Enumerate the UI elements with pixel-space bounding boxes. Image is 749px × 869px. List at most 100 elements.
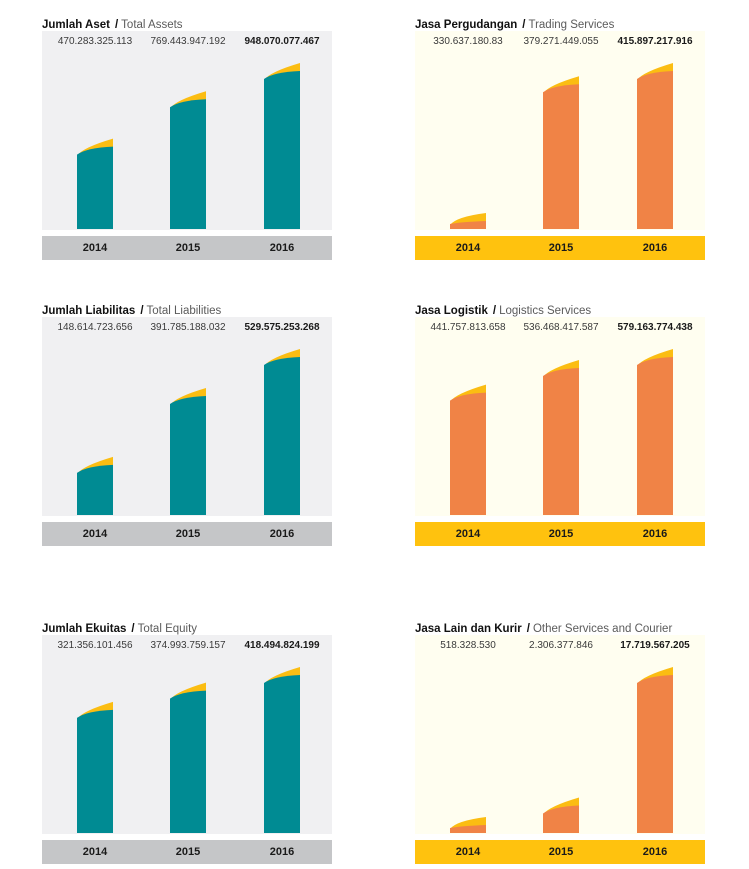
baseline-divider xyxy=(42,834,332,840)
bar-body xyxy=(637,71,673,229)
bar xyxy=(264,349,300,515)
value-label: 321.356.101.456 xyxy=(57,640,133,651)
bar-cap xyxy=(637,667,673,686)
chart-title-row: Jasa Lain dan Kurir / Other Services and C… xyxy=(415,619,705,639)
bar xyxy=(543,797,579,833)
value-label: 17.719.567.205 xyxy=(620,640,690,651)
bar-body xyxy=(264,357,300,515)
year-tick-label: 2016 xyxy=(269,528,295,540)
bar-cap xyxy=(264,349,300,368)
bar-body xyxy=(543,805,579,833)
chart-title: Jumlah Aset xyxy=(42,19,110,31)
value-label: 769.443.947.192 xyxy=(150,36,226,47)
bar-body xyxy=(264,71,300,229)
bar-cap xyxy=(543,76,579,96)
chart-area: 518.328.530 2.306.377.846 17.719.567.205 20… xyxy=(415,635,705,864)
chart-panel-other-services-courier: Jasa Lain dan Kurir / Other Services and C… xyxy=(415,619,705,864)
year-axis-band: 2014 2015 2016 xyxy=(42,236,332,260)
bar xyxy=(543,76,579,229)
value-labels: 330.637.180.83 379.271.449.055 415.897.217… xyxy=(415,36,705,50)
bars-plot xyxy=(415,349,705,522)
chart-subtitle: Total Assets xyxy=(121,19,183,31)
bar xyxy=(77,456,113,515)
value-label: 948.070.077.467 xyxy=(244,36,320,47)
value-label: 330.637.180.83 xyxy=(433,36,503,47)
bar xyxy=(543,360,579,515)
value-label: 2.306.377.846 xyxy=(529,640,593,651)
value-label: 579.163.774.438 xyxy=(617,322,693,333)
value-label: 441.757.813.658 xyxy=(430,322,506,333)
chart-title-row: Jasa Logistik / Logistics Services xyxy=(415,301,705,321)
value-label: 391.785.188.032 xyxy=(150,322,226,333)
chart-area: 321.356.101.456 374.993.759.157 418.494.82… xyxy=(42,635,332,864)
value-label: 379.271.449.055 xyxy=(523,36,599,47)
year-axis-band: 2014 2015 2016 xyxy=(415,840,705,864)
year-tick-label: 2016 xyxy=(642,846,668,858)
chart-subtitle: Trading Services xyxy=(528,19,615,31)
bar-body xyxy=(450,825,486,833)
bar-cap xyxy=(77,456,113,476)
bar xyxy=(264,63,300,229)
year-tick-label: 2015 xyxy=(175,242,201,254)
year-tick-label: 2014 xyxy=(455,528,481,540)
baseline-divider xyxy=(415,516,705,522)
bar-cap xyxy=(170,388,206,408)
bar-body xyxy=(450,392,486,515)
chart-area: 441.757.813.658 536.468.417.587 579.163.77… xyxy=(415,317,705,546)
value-label: 374.993.759.157 xyxy=(150,640,226,651)
value-label: 529.575.253.268 xyxy=(244,322,320,333)
chart-title: Jasa Pergudangan xyxy=(415,19,518,31)
year-tick-label: 2014 xyxy=(455,846,481,858)
title-separator: / xyxy=(140,305,144,317)
chart-subtitle: Total Liabilities xyxy=(146,305,222,317)
chart-panel-total-assets: Jumlah Aset / Total Assets 470.283.325.113… xyxy=(42,15,332,260)
bar-cap xyxy=(637,349,673,368)
value-label: 470.283.325.113 xyxy=(57,36,133,47)
bar-body xyxy=(637,675,673,833)
year-tick-label: 2015 xyxy=(548,528,574,540)
chart-area: 470.283.325.113 769.443.947.192 948.070.07… xyxy=(42,31,332,260)
chart-subtitle: Other Services and Courier xyxy=(532,623,673,635)
value-label: 536.468.417.587 xyxy=(523,322,599,333)
chart-panel-total-equity: Jumlah Ekuitas / Total Equity 321.356.101.… xyxy=(42,619,332,864)
bar-cap xyxy=(77,701,113,721)
value-label: 148.614.723.656 xyxy=(57,322,133,333)
year-tick-label: 2015 xyxy=(175,528,201,540)
bar-body xyxy=(543,368,579,515)
chart-title: Jumlah Liabilitas xyxy=(42,305,136,317)
chart-title: Jasa Lain dan Kurir xyxy=(415,623,522,635)
value-labels: 470.283.325.113 769.443.947.192 948.070.07… xyxy=(42,36,332,50)
bar-body xyxy=(77,709,113,833)
year-axis-band: 2014 2015 2016 xyxy=(415,522,705,546)
value-label: 415.897.217.916 xyxy=(617,36,693,47)
chart-area: 148.614.723.656 391.785.188.032 529.575.25… xyxy=(42,317,332,546)
bar-cap xyxy=(543,360,579,380)
chart-title-row: Jumlah Liabilitas / Total Liabilities xyxy=(42,301,332,321)
year-tick-label: 2014 xyxy=(455,242,481,254)
chart-title-row: Jumlah Ekuitas / Total Equity xyxy=(42,619,332,639)
chart-subtitle: Logistics Services xyxy=(499,305,592,317)
year-axis-band: 2014 2015 2016 xyxy=(42,522,332,546)
bar-cap xyxy=(450,384,486,404)
value-label: 418.494.824.199 xyxy=(244,640,320,651)
year-tick-label: 2015 xyxy=(548,242,574,254)
year-tick-label: 2016 xyxy=(642,528,668,540)
bar xyxy=(450,384,486,515)
chart-title: Jumlah Ekuitas xyxy=(42,623,127,635)
year-tick-label: 2015 xyxy=(548,846,574,858)
value-labels: 148.614.723.656 391.785.188.032 529.575.25… xyxy=(42,322,332,336)
bar xyxy=(264,667,300,833)
bar xyxy=(170,91,206,229)
bars-plot xyxy=(415,63,705,236)
year-tick-label: 2015 xyxy=(175,846,201,858)
bar-cap xyxy=(77,138,113,158)
bar xyxy=(637,349,673,515)
title-separator: / xyxy=(526,623,530,635)
bar-cap xyxy=(543,797,579,817)
bar-cap xyxy=(264,667,300,686)
year-tick-label: 2016 xyxy=(269,846,295,858)
value-labels: 518.328.530 2.306.377.846 17.719.567.205 xyxy=(415,640,705,654)
baseline-divider xyxy=(415,834,705,840)
chart-panel-logistics-services: Jasa Logistik / Logistics Services 441.757… xyxy=(415,301,705,546)
chart-area: 330.637.180.83 379.271.449.055 415.897.217… xyxy=(415,31,705,260)
